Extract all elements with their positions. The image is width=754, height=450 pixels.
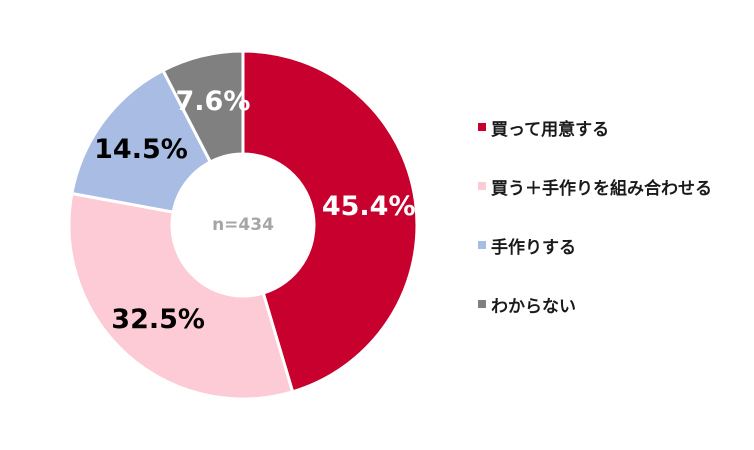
donut-slice [241, 49, 419, 394]
donut-slice [161, 49, 245, 164]
slice-value-label: 45.4% [322, 191, 416, 222]
legend-item: 買う＋手作りを組み合わせる [478, 171, 748, 201]
legend-swatch [478, 241, 486, 249]
legend-item: わからない [478, 289, 748, 319]
slice-value-label: 7.6% [176, 86, 251, 117]
legend-swatch [478, 123, 486, 131]
legend-item: 買って用意する [478, 112, 748, 142]
center-sample-size-label: n=434 [212, 215, 274, 235]
slice-value-label: 14.5% [94, 134, 188, 165]
legend-item: 手作りする [478, 230, 748, 260]
legend: 買って用意する 買う＋手作りを組み合わせる 手作りする わからない [478, 112, 748, 348]
legend-label: わからない [491, 296, 576, 317]
legend-swatch [478, 182, 486, 190]
legend-label: 買う＋手作りを組み合わせる [491, 178, 712, 199]
legend-label: 買って用意する [491, 119, 610, 140]
slice-value-label: 32.5% [111, 304, 205, 335]
legend-label: 手作りする [491, 237, 576, 258]
donut-slice [70, 68, 213, 214]
donut-slice [67, 191, 295, 401]
legend-swatch [478, 300, 486, 308]
